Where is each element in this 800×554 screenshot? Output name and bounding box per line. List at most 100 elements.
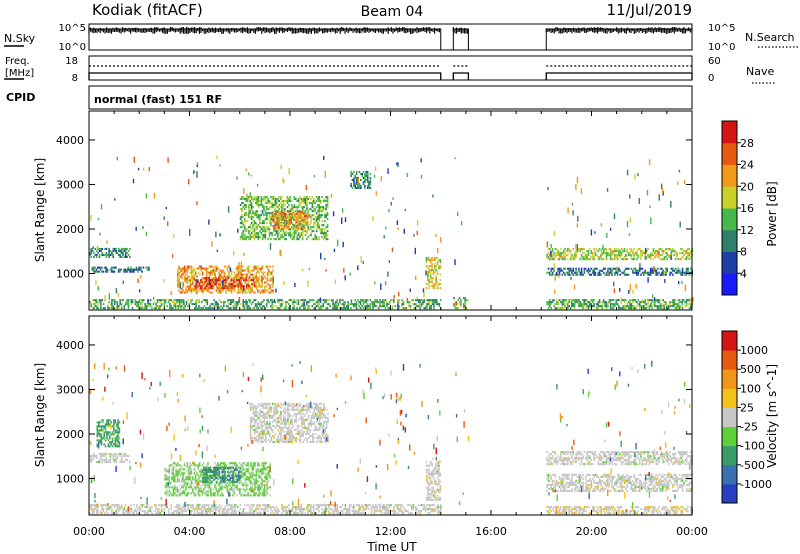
power-cell — [253, 234, 256, 237]
power-cell — [100, 247, 102, 250]
power-cell — [546, 301, 548, 304]
power-cell — [206, 283, 208, 286]
power-cell — [575, 243, 577, 250]
velocity-cell — [579, 510, 581, 513]
power-cell — [672, 267, 674, 270]
power-cell — [160, 299, 163, 302]
power-cell — [428, 305, 431, 308]
power-cell — [579, 305, 581, 308]
power-cell — [97, 247, 99, 250]
power-cell — [384, 299, 387, 302]
power-cell — [614, 248, 616, 251]
power-cell — [280, 215, 283, 218]
power-cell — [228, 265, 230, 268]
power-cell — [326, 214, 329, 217]
power-cell — [242, 206, 245, 209]
power-cell — [644, 256, 646, 259]
velocity-cell — [170, 508, 173, 511]
velocity-cell — [326, 508, 329, 511]
power-cell — [292, 214, 294, 217]
power-cell — [616, 303, 619, 306]
power-cell — [271, 212, 274, 215]
power-cell — [268, 220, 271, 223]
power-cell — [435, 279, 437, 282]
power-cell — [318, 303, 320, 306]
power-cell — [648, 307, 651, 310]
power-cell — [239, 236, 242, 239]
velocity-cell — [177, 506, 179, 509]
power-cell — [590, 229, 593, 236]
power-cell — [255, 226, 257, 229]
power-cell — [134, 301, 137, 304]
power-cell — [257, 289, 259, 292]
power-cell — [99, 268, 102, 271]
power-cell — [690, 267, 692, 270]
power-cell — [597, 250, 599, 253]
power-cell — [582, 305, 584, 308]
power-cell — [319, 200, 322, 203]
power-cell — [112, 247, 115, 250]
power-cell — [357, 265, 359, 271]
power-cell — [295, 198, 297, 201]
power-cell — [658, 250, 660, 253]
power-cell — [372, 305, 374, 308]
power-cell — [147, 305, 149, 308]
power-cell — [292, 206, 294, 209]
power-cell — [264, 234, 267, 237]
power-cell — [666, 254, 669, 257]
power-cell — [243, 208, 246, 211]
power-cell — [219, 281, 222, 284]
power-cell — [210, 265, 212, 268]
velocity-cell — [257, 508, 260, 511]
power-cell — [260, 210, 263, 213]
power-cell — [190, 287, 193, 290]
power-cell — [300, 299, 302, 302]
power-cell — [553, 258, 555, 261]
power-cell — [644, 307, 646, 310]
power-cell — [380, 305, 383, 308]
power-cell — [270, 279, 273, 282]
power-cell — [285, 301, 287, 304]
power-cell — [253, 238, 256, 241]
power-cell — [236, 281, 238, 284]
power-cell — [173, 303, 175, 306]
velocity-cell — [160, 506, 163, 509]
power-cell — [315, 218, 318, 221]
velocity-cell — [196, 504, 199, 507]
power-cell — [266, 277, 269, 280]
power-cell — [319, 202, 322, 205]
power-cell — [288, 234, 290, 237]
power-cell — [207, 277, 209, 280]
power-cell — [424, 305, 427, 308]
velocity-cell — [337, 510, 340, 513]
power-cell — [676, 307, 678, 310]
power-cell — [553, 263, 556, 270]
power-cell — [340, 307, 343, 310]
power-cell — [92, 270, 95, 273]
velocity-cell — [288, 504, 290, 507]
power-cell — [314, 208, 316, 211]
velocity-cell — [104, 512, 106, 515]
power-cell — [241, 216, 243, 219]
velocity-cell — [192, 506, 195, 509]
power-cell — [108, 247, 110, 250]
velocity-cell — [560, 506, 562, 509]
power-cell — [639, 263, 641, 269]
power-cell — [286, 210, 289, 213]
power-cell — [216, 249, 219, 252]
power-cell — [666, 305, 668, 309]
power-cell — [279, 230, 282, 233]
power-cell — [326, 303, 329, 306]
power-cell — [211, 241, 213, 247]
power-cell — [402, 303, 405, 306]
power-cell — [464, 301, 466, 304]
power-cell — [91, 249, 94, 252]
velocity-cell — [119, 506, 121, 509]
power-cell — [674, 299, 677, 302]
power-cell — [651, 271, 653, 274]
power-cell — [605, 301, 608, 304]
power-cell — [284, 200, 286, 203]
power-cell — [585, 256, 587, 259]
power-xticks — [88, 111, 693, 310]
power-cell — [252, 200, 254, 203]
